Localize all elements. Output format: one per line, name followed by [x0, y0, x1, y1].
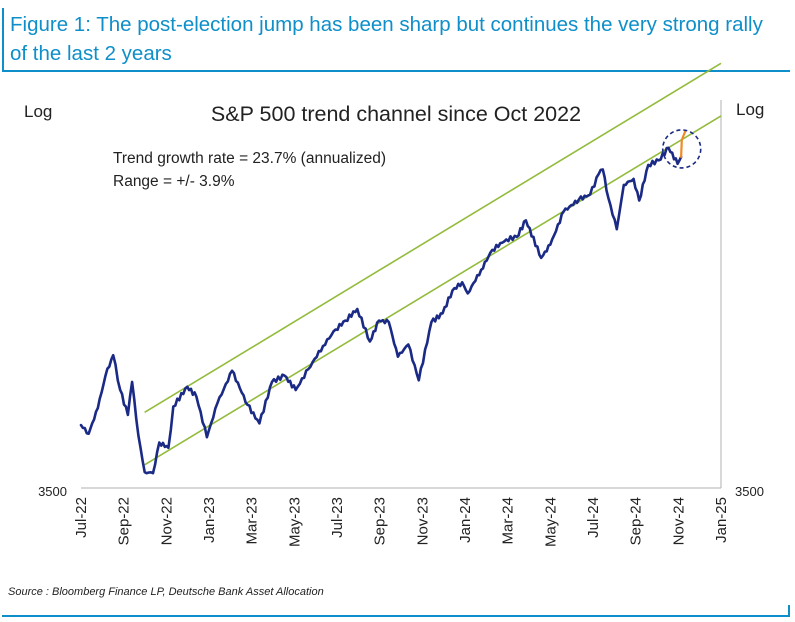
y-tick-label-left: 3500 — [38, 484, 67, 499]
highlight-circle — [661, 129, 702, 169]
annotation-trend-rate: Trend growth rate = 23.7% (annualized) — [113, 150, 386, 167]
x-tick-label: Sep-23 — [372, 497, 389, 545]
x-tick-label: Jan-25 — [713, 497, 730, 543]
x-tick-label: Jan-24 — [457, 497, 474, 543]
trend-channel-upper — [144, 62, 722, 414]
right-axis-label: Log — [736, 100, 764, 119]
x-tick-label: Nov-24 — [670, 497, 687, 545]
x-tick-label: Sep-22 — [116, 497, 133, 545]
y-tick-label-right: 3500 — [735, 484, 764, 499]
x-tick-label: Mar-23 — [244, 497, 261, 545]
x-tick-label: May-24 — [542, 497, 559, 547]
figure-header — [2, 8, 790, 72]
x-tick-label: Nov-23 — [414, 497, 431, 545]
source-note: Source : Bloomberg Finance LP, Deutsche … — [8, 586, 324, 598]
x-tick-label: Nov-22 — [158, 497, 175, 545]
x-tick-label: Mar-24 — [500, 497, 517, 545]
chart-title: S&P 500 trend channel since Oct 2022 — [211, 102, 581, 126]
x-tick-label: Jul-23 — [329, 497, 346, 538]
x-tick-label: Sep-24 — [628, 497, 645, 545]
trend-channel-lower — [144, 115, 722, 466]
left-axis-label: Log — [24, 102, 52, 121]
series-line-sp500 — [79, 146, 683, 475]
x-tick-label: Jan-23 — [201, 497, 218, 543]
series-line-post-election — [680, 130, 687, 158]
footer-rule — [2, 605, 790, 617]
x-tick-label: May-23 — [286, 497, 303, 547]
annotation-range: Range = +/- 3.9% — [113, 173, 235, 190]
x-tick-label: Jul-22 — [73, 497, 90, 538]
x-tick-label: Jul-24 — [585, 497, 602, 538]
figure-title: Figure 1: The post-election jump has bee… — [10, 13, 763, 65]
